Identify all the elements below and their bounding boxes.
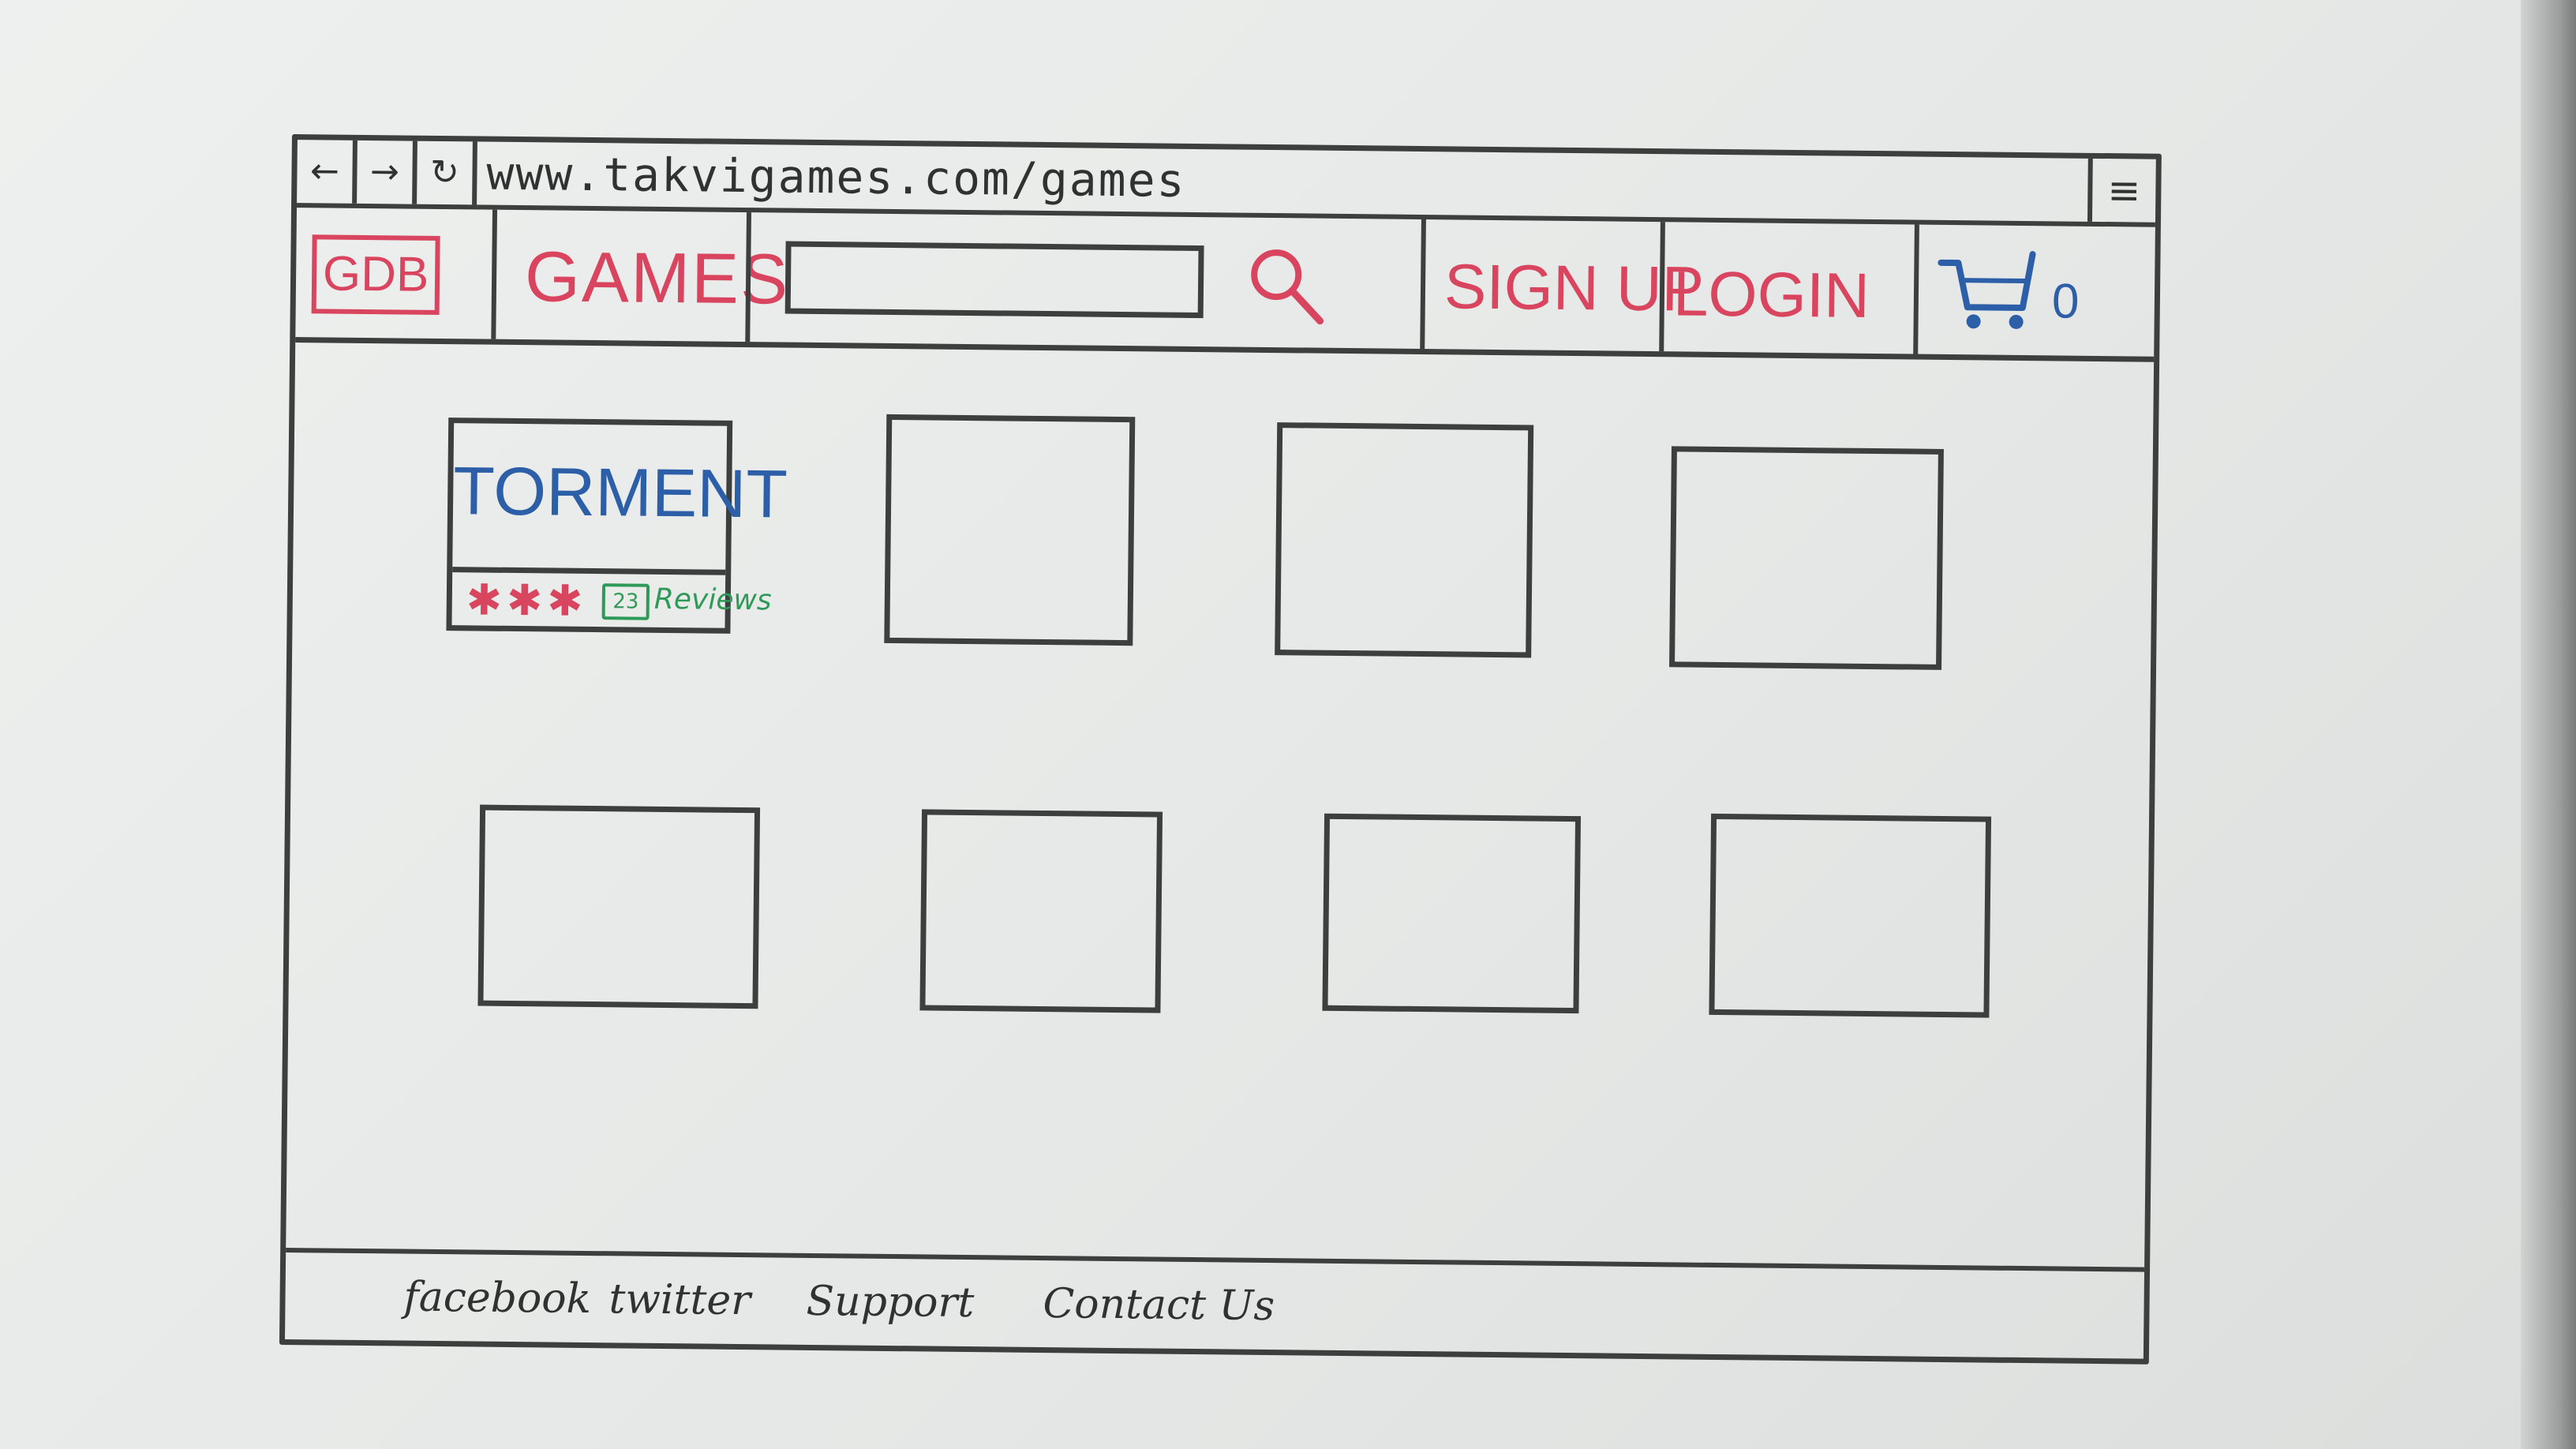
search-input[interactable] — [784, 241, 1204, 319]
footer-link-twitter[interactable]: twitter — [608, 1275, 751, 1325]
game-card-placeholder[interactable] — [1322, 813, 1582, 1014]
signup-link[interactable]: SIGN UP — [1443, 251, 1705, 324]
rating-stars: ✱✱✱ — [466, 575, 588, 626]
cart-count-badge: 0 — [2051, 274, 2080, 329]
site-footer: facebook twitter Support Contact Us — [285, 1247, 2145, 1359]
shopping-cart-icon[interactable] — [1937, 245, 2040, 333]
forward-arrow-icon: → — [369, 152, 400, 193]
forward-button[interactable]: → — [357, 140, 417, 204]
header-divider — [1913, 224, 1919, 354]
whiteboard-frame-edge — [2521, 0, 2576, 1449]
game-card-placeholder[interactable] — [1709, 813, 1992, 1018]
back-button[interactable]: ← — [297, 140, 358, 204]
footer-link-facebook[interactable]: facebook — [403, 1273, 592, 1324]
reload-button[interactable]: ↻ — [417, 140, 477, 205]
search-icon[interactable] — [1242, 242, 1330, 329]
footer-link-contact-us[interactable]: Contact Us — [1043, 1280, 1275, 1331]
back-arrow-icon: ← — [309, 151, 340, 192]
game-title: TORMENT — [452, 453, 788, 533]
url-field[interactable]: www.takvigames.com/games — [486, 146, 1186, 208]
header-divider — [491, 209, 498, 339]
login-link[interactable]: LOGIN — [1672, 258, 1870, 331]
game-card-placeholder[interactable] — [884, 414, 1136, 646]
browser-menu-button[interactable]: ≡ — [2087, 158, 2156, 223]
game-card-placeholder[interactable] — [477, 804, 761, 1009]
site-header: GDB GAMES SIGN UP LOGIN 0 — [295, 208, 2155, 362]
game-card-placeholder[interactable] — [919, 809, 1163, 1013]
game-card-placeholder[interactable] — [1275, 422, 1534, 658]
browser-window: ← → ↻ www.takvigames.com/games ≡ GDB GAM… — [279, 134, 2162, 1365]
reload-icon: ↻ — [429, 152, 460, 193]
review-count-badge: 23 — [601, 583, 650, 620]
hamburger-menu-icon: ≡ — [2107, 167, 2141, 214]
footer-link-support[interactable]: Support — [806, 1277, 975, 1327]
header-divider — [1420, 219, 1426, 350]
reviews-link[interactable]: Reviews — [653, 582, 772, 617]
game-card-featured[interactable]: TORMENT ✱✱✱ 23 Reviews — [446, 417, 788, 634]
game-meta-bar: ✱✱✱ 23 Reviews — [451, 567, 772, 628]
site-logo[interactable]: GDB — [311, 234, 440, 315]
game-card-placeholder[interactable] — [1669, 446, 1944, 670]
